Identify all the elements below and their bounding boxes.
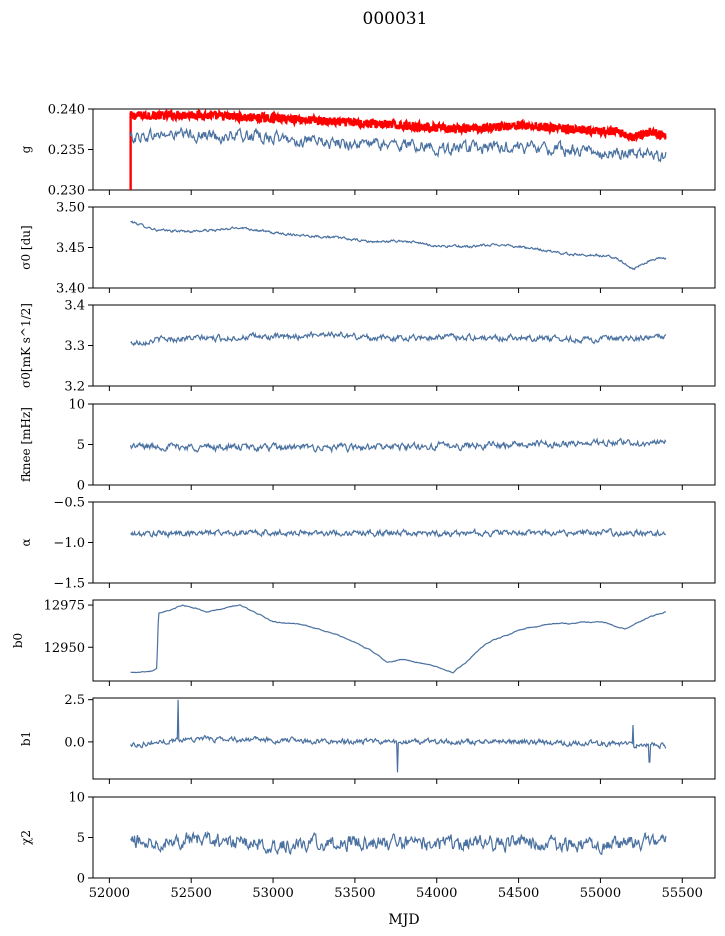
series-line [130, 330, 667, 347]
y-tick-label: 3.3 [64, 339, 85, 354]
y-tick-label: 3.2 [64, 380, 85, 395]
series-line [130, 220, 667, 271]
subplot-7: 0.0 2.5 b1 [19, 693, 716, 784]
y-tick-label: 3.4 [64, 299, 85, 314]
x-axis-label: MJD [388, 912, 419, 928]
y-tick-label: 2.5 [64, 693, 85, 708]
x-tick-label: 53000 [252, 886, 293, 901]
x-tick-label: 55500 [662, 886, 703, 901]
y-tick-label: 5 [77, 438, 85, 453]
y-tick-label: 5 [77, 831, 85, 846]
y-axis-label: χ2 [19, 830, 33, 845]
subplot-3: 3.2 3.3 3.4 σ0[mK s^1/2] [19, 299, 716, 395]
x-tick-label: 55000 [580, 886, 621, 901]
y-tick-label: 12975 [44, 599, 85, 614]
y-tick-label: 0.235 [48, 143, 85, 158]
y-tick-label: −1.0 [53, 536, 85, 551]
subplot-1: 0.230 0.235 0.240 g [19, 103, 716, 199]
axes-frame [92, 796, 716, 879]
y-axis-label: g [19, 145, 33, 153]
y-axis-label: σ0 [du] [19, 225, 33, 269]
series-line [130, 830, 667, 856]
series-line [130, 699, 667, 773]
y-tick-label: −1.5 [53, 577, 85, 592]
series-line-red [129, 109, 667, 143]
y-tick-label: 0.0 [64, 735, 85, 750]
y-tick-label: 0 [77, 479, 85, 494]
x-tick-label: 53500 [334, 886, 375, 901]
figure-title: 000031 [363, 9, 428, 29]
axes-frame [92, 304, 716, 387]
y-tick-label: 3.40 [56, 282, 85, 297]
subplot-8: 0 5 10 52000 52500 53000 53500 54000 54500 55000 5… [19, 791, 716, 901]
y-axis-label: fknee [mHz] [19, 407, 33, 482]
y-axis-label: b1 [19, 731, 33, 746]
y-tick-label: 12950 [44, 641, 85, 656]
axes-frame [92, 697, 716, 780]
y-axis-label: b0 [11, 633, 25, 648]
y-tick-label: 3.45 [56, 241, 85, 256]
x-tick-label: 52000 [89, 886, 130, 901]
series-line [130, 437, 667, 454]
series-line [130, 527, 666, 539]
y-tick-label: 3.50 [56, 201, 85, 216]
series-line [130, 126, 667, 163]
y-tick-label: 10 [68, 398, 85, 413]
axes-frame [92, 403, 716, 486]
axes-frame [92, 599, 716, 682]
y-tick-label: 0.240 [48, 103, 85, 118]
x-tick-label: 54500 [498, 886, 539, 901]
y-axis-label: σ0[mK s^1/2] [19, 303, 33, 388]
series-line [130, 604, 666, 674]
subplot-6: 12950 12975 b0 [11, 599, 716, 686]
y-axis-label: α [19, 538, 33, 546]
axes-frame [92, 206, 716, 289]
subplot-5: −1.5 −1.0 −0.5 α [19, 496, 716, 592]
subplot-4: 0 5 10 fknee [mHz] [19, 398, 716, 494]
y-tick-label: 10 [68, 791, 85, 806]
x-tick-label: 52500 [171, 886, 212, 901]
subplot-2: 3.40 3.45 3.50 σ0 [du] [19, 201, 716, 297]
x-tick-label: 54000 [416, 886, 457, 901]
axes-frame [92, 501, 716, 584]
axes-frame [92, 108, 716, 191]
y-tick-label: 0 [77, 872, 85, 887]
y-tick-label: −0.5 [53, 496, 85, 511]
y-tick-label: 0.230 [48, 184, 85, 199]
